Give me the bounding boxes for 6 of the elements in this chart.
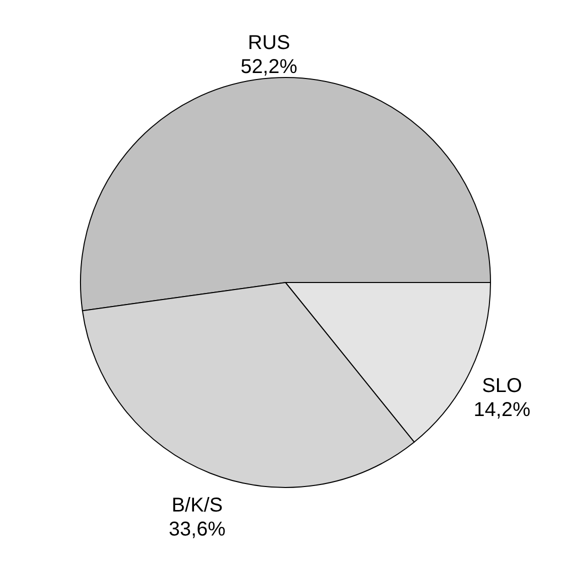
data-label: 14,2% <box>474 399 531 422</box>
slice-label: B/K/S <box>172 494 223 517</box>
slice-label: RUS <box>248 32 290 54</box>
data-label: 33,6% <box>168 518 226 541</box>
slice-label: SLO <box>482 375 522 398</box>
data-label: 52,2% <box>240 56 298 78</box>
